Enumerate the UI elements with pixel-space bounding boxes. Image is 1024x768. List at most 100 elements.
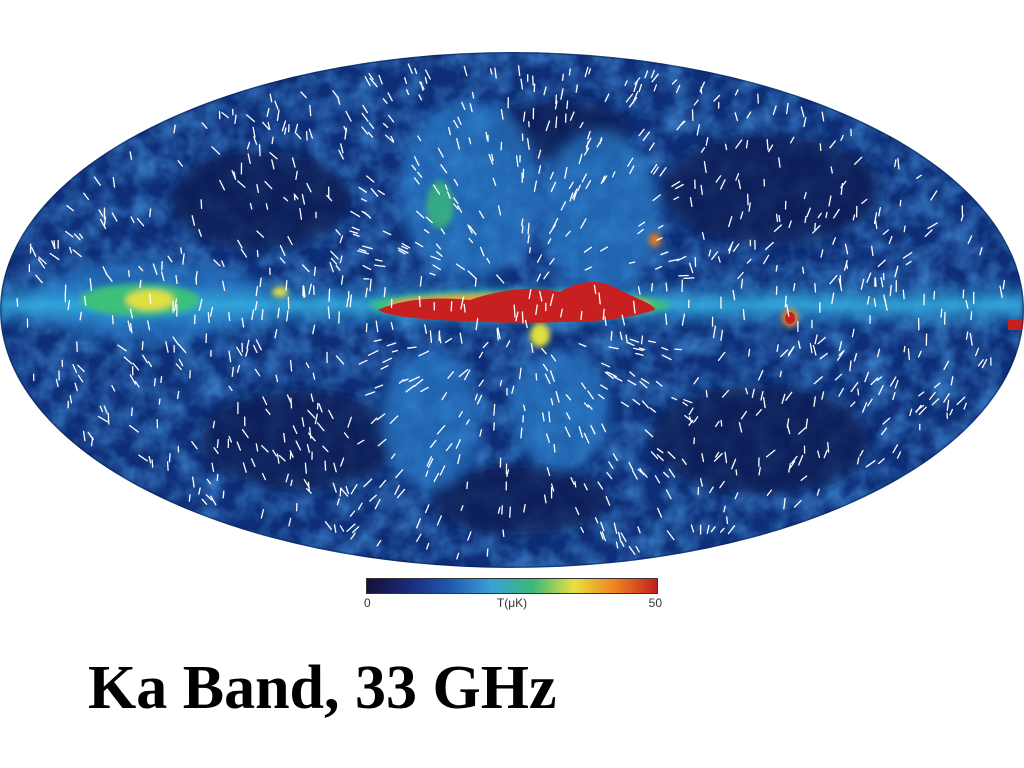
polarization-vector [429,330,433,343]
polarization-vector [357,502,363,510]
polarization-vector [933,290,936,300]
polarization-vector [661,354,672,361]
polarization-vector [424,69,431,80]
polarization-vector [612,171,616,178]
colorbar-gradient [366,578,658,594]
polarization-vector [265,408,271,415]
polarization-vector [757,93,759,104]
polarization-vector [453,119,459,129]
polarization-vector [497,205,502,216]
polarization-vector [378,74,383,85]
polarization-vector [362,104,369,114]
polarization-vector [307,481,310,492]
polarization-vector [626,341,635,346]
polarization-vector [585,180,592,190]
polarization-vector [245,348,249,357]
polarization-vector [267,121,271,131]
polarization-vector [632,91,639,102]
polarization-vector [748,202,751,212]
polarization-vector [379,479,387,488]
polarization-vector [813,396,816,407]
polarization-vector [639,380,648,389]
polarization-vector [404,77,408,84]
polarization-vector [894,159,897,168]
polarization-vector [775,285,778,296]
polarization-vector [328,288,331,302]
polarization-vector [735,173,740,181]
polarization-vector [380,365,389,370]
polarization-vector [734,89,739,96]
polarization-vector [376,413,386,421]
polarization-vector [457,116,462,126]
polarization-vector [175,274,178,285]
polarization-vector [413,177,420,185]
polarization-vector [201,498,208,505]
polarization-vector [521,225,524,234]
polarization-vector [738,421,743,433]
polarization-vector [536,254,543,263]
polarization-vector [308,283,312,295]
polarization-vector [130,407,133,417]
polarization-vector [601,531,607,542]
polarization-vector [416,518,422,529]
polarization-vector [561,73,565,82]
polarization-vector [892,444,899,454]
polarization-vector [735,139,743,149]
polarization-vector [103,216,107,227]
polarization-vector [649,407,657,413]
polarization-vector [902,251,913,259]
polarization-vector [565,230,571,237]
polarization-vector [631,96,638,105]
polarization-vectors [16,63,1006,560]
polarization-vector [688,407,694,416]
polarization-vector [530,342,534,353]
polarization-vector [523,503,526,513]
polarization-vector [397,247,409,254]
polarization-vector [173,124,176,134]
polarization-vector [652,194,661,202]
polarization-vector [550,483,555,492]
polarization-vector [573,191,578,201]
polarization-vector [594,517,599,524]
polarization-vector [352,233,360,237]
polarization-vector [168,453,171,463]
polarization-vector [715,451,720,458]
sky-map-image [0,52,1024,568]
polarization-vector [123,356,133,365]
polarization-vector [414,67,418,75]
polarization-vector [222,280,226,291]
polarization-vector [436,425,446,435]
polarization-vector [289,360,293,372]
polarization-vector [271,136,274,145]
polarization-vector [464,369,471,381]
polarization-vector [390,135,395,142]
polarization-vector [819,143,822,152]
polarization-vector [467,270,477,279]
polarization-vector [732,290,736,301]
polarization-vector [853,353,858,362]
slide-title: Ka Band, 33 GHz [88,654,557,722]
polarization-vector [766,489,773,496]
polarization-vector [476,394,483,405]
polarization-vector [834,373,843,381]
polarization-vector [544,373,551,384]
polarization-vector [894,379,899,389]
polarization-vector [638,83,643,93]
polarization-vector [66,205,74,212]
polarization-vector [613,376,623,382]
polarization-vector [631,470,638,480]
polarization-vector [915,404,922,413]
polarization-vector [313,266,317,276]
polarization-vector [577,184,581,192]
polarization-vector [549,370,555,382]
polarization-vector [82,430,86,442]
polarization-vector [546,433,550,443]
polarization-vector [620,541,625,547]
polarization-vector [640,335,644,345]
polarization-vector [579,121,584,129]
polarization-vector [446,191,451,199]
polarization-vector [625,334,628,344]
polarization-vector [681,313,686,326]
polarization-vector [376,539,382,547]
colorbar-min-label: 0 [364,596,371,610]
